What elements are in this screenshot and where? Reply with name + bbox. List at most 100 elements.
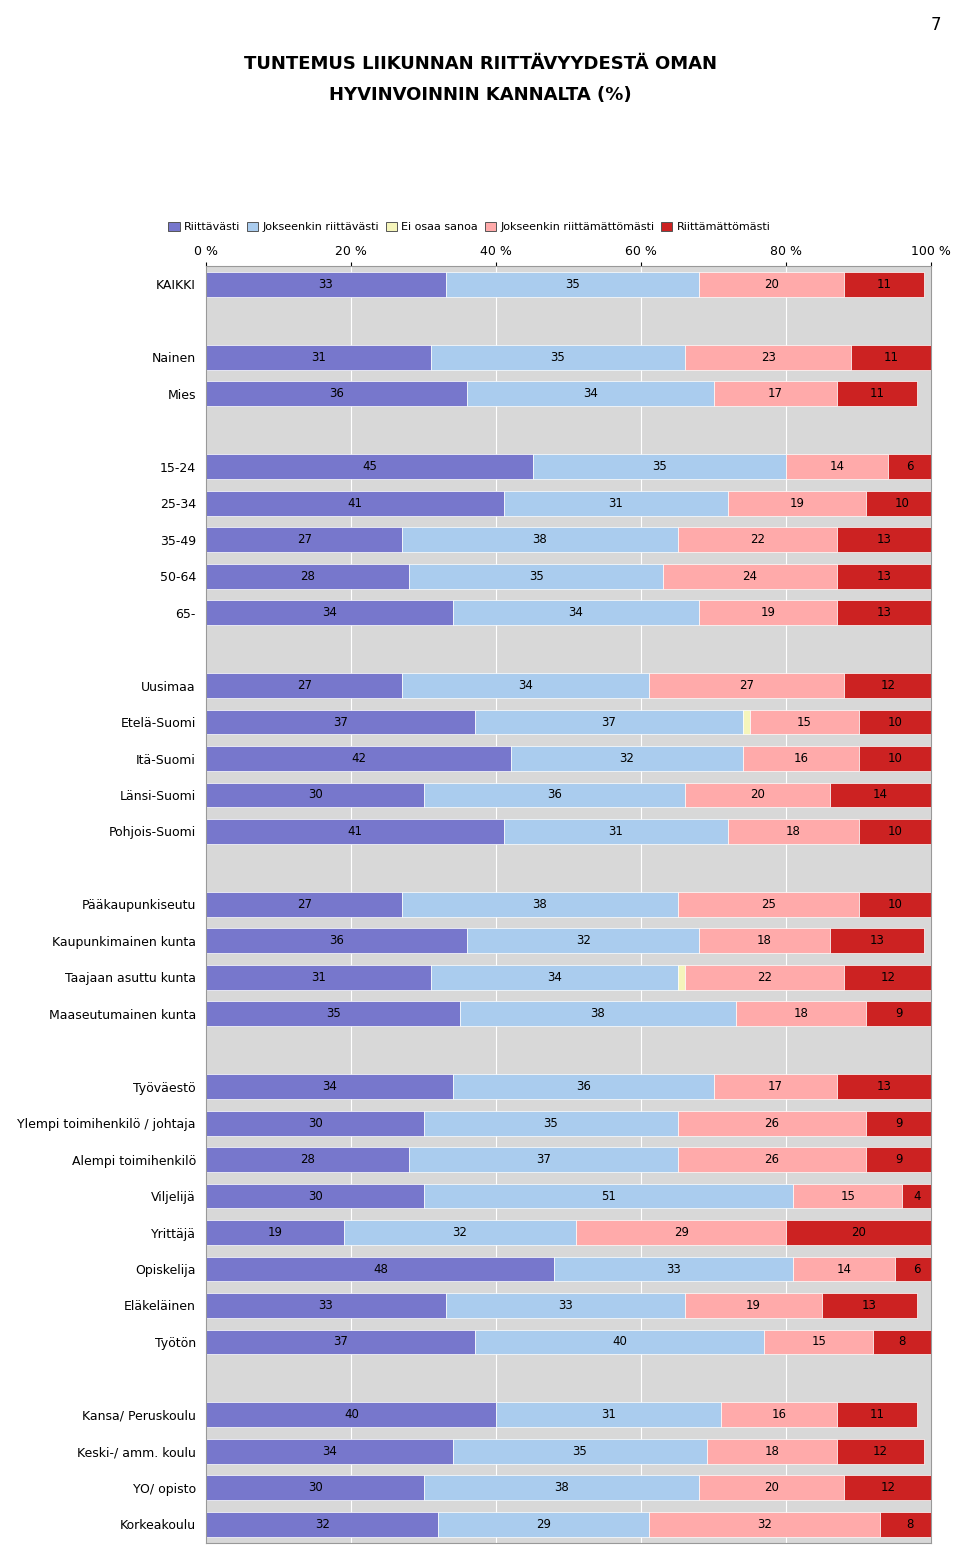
Bar	[402, 893, 678, 916]
Bar	[453, 1074, 713, 1099]
Bar	[206, 490, 504, 515]
Text: 34: 34	[323, 606, 337, 619]
Text: 32: 32	[453, 1226, 468, 1239]
Text: 37: 37	[601, 716, 616, 728]
Text: 11: 11	[884, 351, 899, 363]
Bar	[423, 1475, 699, 1500]
Bar	[511, 745, 743, 770]
Text: 18: 18	[786, 825, 801, 838]
Text: 11: 11	[876, 277, 892, 291]
Text: 20: 20	[764, 277, 780, 291]
Text: 18: 18	[764, 1445, 780, 1458]
Bar	[729, 819, 858, 844]
Text: 15: 15	[797, 716, 812, 728]
Text: 4: 4	[913, 1190, 921, 1203]
Text: 38: 38	[590, 1007, 605, 1021]
Text: 19: 19	[268, 1226, 283, 1239]
Bar	[206, 1439, 453, 1464]
Text: 35: 35	[529, 570, 543, 583]
Text: 33: 33	[319, 277, 333, 291]
Text: 37: 37	[333, 716, 348, 728]
Bar	[684, 783, 829, 808]
Text: 34: 34	[323, 1445, 337, 1458]
Bar	[743, 709, 750, 734]
Bar	[823, 1294, 917, 1319]
Text: 16: 16	[793, 752, 808, 766]
Text: 31: 31	[609, 496, 623, 511]
Text: 30: 30	[308, 1190, 323, 1203]
Bar	[423, 1184, 794, 1209]
Text: 8: 8	[906, 1517, 913, 1532]
Text: 36: 36	[576, 1081, 590, 1093]
Text: 10: 10	[895, 496, 910, 511]
Text: 31: 31	[311, 971, 326, 983]
Bar	[837, 564, 931, 589]
Bar	[206, 454, 533, 479]
Bar	[794, 1184, 902, 1209]
Bar	[206, 1511, 439, 1536]
Bar	[468, 382, 713, 406]
Bar	[431, 965, 678, 990]
Bar	[453, 600, 699, 625]
Bar	[554, 1256, 794, 1281]
Text: 12: 12	[873, 1445, 888, 1458]
Text: 13: 13	[870, 935, 884, 947]
Bar	[895, 1256, 939, 1281]
Bar	[684, 965, 844, 990]
Text: 45: 45	[362, 460, 377, 473]
Bar	[206, 1110, 423, 1135]
Text: 36: 36	[547, 788, 562, 802]
Bar	[678, 1110, 866, 1135]
Bar	[206, 1074, 453, 1099]
Bar	[678, 1148, 866, 1171]
Text: 9: 9	[895, 1153, 902, 1167]
Text: 33: 33	[558, 1298, 572, 1312]
Bar	[735, 1001, 866, 1026]
Bar	[431, 345, 684, 370]
Text: 31: 31	[311, 351, 326, 363]
Text: 37: 37	[333, 1336, 348, 1348]
Bar	[844, 965, 931, 990]
Bar	[866, 490, 939, 515]
Text: 41: 41	[348, 496, 363, 511]
Bar	[858, 893, 931, 916]
Bar	[453, 1439, 707, 1464]
Bar	[786, 1220, 931, 1245]
Bar	[794, 1256, 895, 1281]
Bar	[206, 1475, 423, 1500]
Bar	[533, 454, 786, 479]
Text: 27: 27	[739, 680, 754, 692]
Text: 31: 31	[609, 825, 623, 838]
Text: 14: 14	[829, 460, 845, 473]
Text: 12: 12	[880, 971, 896, 983]
Bar	[206, 1294, 445, 1319]
Bar	[445, 1294, 684, 1319]
Bar	[409, 1148, 678, 1171]
Text: 19: 19	[790, 496, 804, 511]
Text: 10: 10	[888, 716, 902, 728]
Bar	[206, 1403, 496, 1427]
Text: 35: 35	[652, 460, 667, 473]
Bar	[786, 454, 888, 479]
Text: 27: 27	[297, 532, 312, 547]
Text: 41: 41	[348, 825, 363, 838]
Text: 40: 40	[344, 1408, 359, 1422]
Text: 9: 9	[895, 1007, 902, 1021]
Bar	[829, 929, 924, 954]
Bar	[460, 1001, 735, 1026]
Text: 42: 42	[351, 752, 366, 766]
Bar	[699, 1475, 844, 1500]
Bar	[402, 673, 649, 698]
Text: 8: 8	[899, 1336, 906, 1348]
Text: 10: 10	[888, 752, 902, 766]
Bar	[874, 1330, 931, 1355]
Bar	[844, 272, 924, 298]
Bar	[684, 1294, 823, 1319]
Text: 10: 10	[888, 825, 902, 838]
Text: 19: 19	[746, 1298, 761, 1312]
Text: 34: 34	[517, 680, 533, 692]
Text: 51: 51	[601, 1190, 616, 1203]
Text: 35: 35	[325, 1007, 341, 1021]
Text: 30: 30	[308, 788, 323, 802]
Text: 36: 36	[329, 935, 345, 947]
